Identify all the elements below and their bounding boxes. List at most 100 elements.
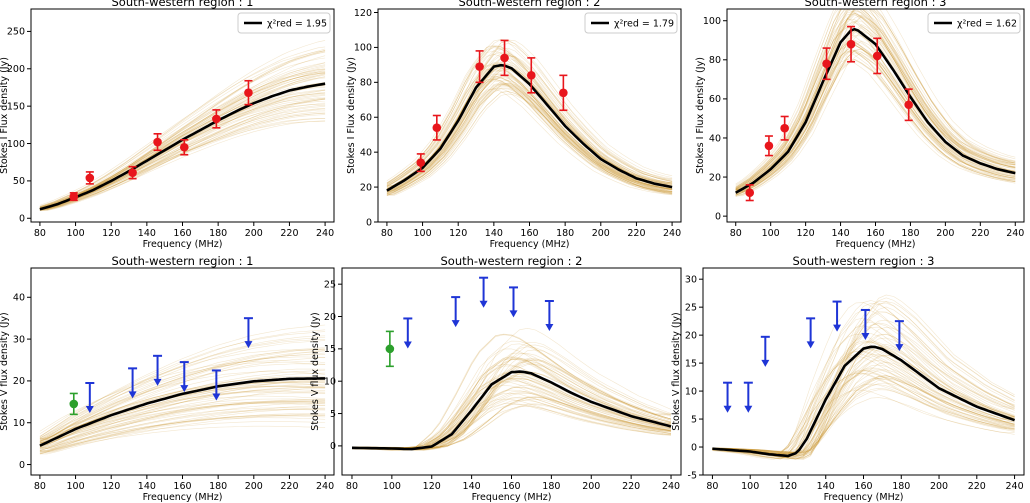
- upper-limit: [760, 335, 770, 367]
- y-axis-label: Stokes I Flux density (Jy): [695, 57, 706, 174]
- data-marker: [85, 173, 95, 183]
- posterior-sample-line: [386, 84, 673, 196]
- x-axis-label: Frequency (MHz): [143, 239, 223, 250]
- posterior-sample-line: [735, 9, 1016, 185]
- y-tick-label: 20: [13, 376, 25, 387]
- posterior-sample-line: [39, 415, 326, 451]
- posterior-sample-line: [712, 300, 1015, 460]
- upper-limit-arrowhead: [545, 323, 554, 331]
- posterior-sample-line: [39, 385, 326, 445]
- posterior-sample-line: [712, 367, 1015, 455]
- posterior-sample-line: [39, 414, 326, 452]
- posterior-sample-line: [39, 363, 326, 441]
- data-marker: [764, 141, 774, 151]
- posterior-sample-line: [735, 12, 1016, 190]
- data-point: [416, 153, 426, 173]
- posterior-sample-line: [712, 387, 1015, 453]
- model-fit-line: [386, 63, 673, 192]
- posterior-sample-line: [712, 302, 1015, 460]
- upper-limit-arrowhead: [153, 378, 162, 386]
- posterior-sample-line: [386, 85, 673, 195]
- posterior-samples: [386, 39, 673, 196]
- posterior-sample-line: [386, 83, 673, 194]
- legend-box: [584, 12, 678, 34]
- posterior-sample-line: [39, 57, 326, 208]
- posterior-sample-line: [39, 402, 326, 449]
- posterior-sample-line: [351, 392, 671, 449]
- y-tick-label: 0: [19, 214, 25, 225]
- x-tick-label: 220: [968, 481, 986, 492]
- model-fit-line: [712, 345, 1016, 458]
- chart-panel-3: 80 100 120 140 160 180 200 220 240 0 20 40 60 80 100 So…: [695, 0, 1025, 250]
- data-marker: [128, 168, 137, 177]
- posterior-sample-line: [386, 91, 673, 195]
- plot-area: [39, 40, 326, 211]
- posterior-sample-line: [735, 49, 1016, 196]
- posterior-sample-line: [712, 397, 1015, 453]
- posterior-sample-line: [735, 9, 1016, 191]
- x-tick-label: 160: [854, 481, 872, 492]
- x-tick-label: 80: [706, 481, 718, 492]
- y-tick-label: 0: [330, 441, 336, 452]
- chart-panel-6: 80 100 120 140 160 180 200 220 240 -5 0 5 10 15 20 25 30…: [671, 254, 1025, 503]
- legend-label: χ²red = 1.95: [267, 19, 327, 30]
- posterior-sample-line: [39, 71, 326, 209]
- upper-limit: [128, 367, 138, 399]
- posterior-sample-line: [735, 10, 1016, 190]
- posterior-sample-line: [352, 371, 672, 450]
- posterior-sample-line: [39, 340, 326, 441]
- upper-limit: [743, 381, 753, 413]
- posterior-sample-line: [39, 378, 326, 450]
- data-marker: [872, 51, 882, 61]
- posterior-sample-line: [735, 49, 1016, 195]
- upper-limit: [451, 296, 461, 328]
- posterior-sample-line: [39, 72, 326, 208]
- data-marker: [904, 100, 913, 110]
- data-point: [559, 74, 568, 112]
- data-point: [475, 50, 484, 84]
- x-tick-label: 160: [173, 481, 191, 492]
- x-tick-label: 160: [502, 481, 520, 492]
- posterior-samples: [712, 294, 1015, 461]
- x-tick-label: 180: [542, 481, 560, 492]
- x-tick-label: 180: [901, 228, 919, 239]
- posterior-sample-line: [735, 14, 1016, 193]
- posterior-sample-line: [352, 405, 672, 448]
- posterior-sample-line: [735, 24, 1016, 189]
- upper-limit-arrowhead: [479, 300, 488, 308]
- posterior-sample-line: [39, 380, 326, 446]
- posterior-sample-line: [39, 383, 326, 448]
- data-marker: [179, 142, 189, 152]
- y-tick-label: 30: [685, 274, 697, 285]
- posterior-sample-line: [39, 112, 326, 211]
- data-point: [745, 184, 755, 202]
- x-tick-label: 120: [102, 228, 120, 239]
- posterior-sample-line: [39, 49, 326, 209]
- posterior-sample-line: [39, 71, 326, 209]
- posterior-sample-line: [735, 9, 1016, 190]
- y-tick-label: 100: [7, 139, 25, 150]
- x-tick-label: 220: [627, 228, 645, 239]
- detection-point: [69, 392, 79, 416]
- posterior-sample-line: [39, 62, 326, 209]
- posterior-sample-line: [386, 75, 673, 190]
- plot-area: [39, 324, 326, 455]
- upper-limit-arrowhead: [403, 341, 412, 349]
- posterior-sample-line: [352, 403, 672, 449]
- posterior-sample-line: [352, 398, 672, 449]
- chart-title: South-western region : 2: [441, 254, 583, 268]
- y-tick-label: 15: [324, 344, 336, 355]
- x-tick-label: 160: [520, 228, 538, 239]
- upper-limit: [806, 317, 816, 349]
- posterior-sample-line: [735, 16, 1016, 191]
- posterior-sample-line: [386, 93, 673, 196]
- posterior-sample-line: [712, 333, 1015, 458]
- posterior-sample-line: [39, 417, 326, 452]
- posterior-sample-line: [39, 98, 326, 211]
- data-marker: [780, 123, 789, 133]
- x-tick-label: 180: [892, 481, 910, 492]
- posterior-sample-line: [39, 409, 326, 452]
- x-tick-label: 140: [485, 228, 503, 239]
- x-tick-label: 80: [34, 228, 46, 239]
- posterior-sample-line: [39, 51, 326, 209]
